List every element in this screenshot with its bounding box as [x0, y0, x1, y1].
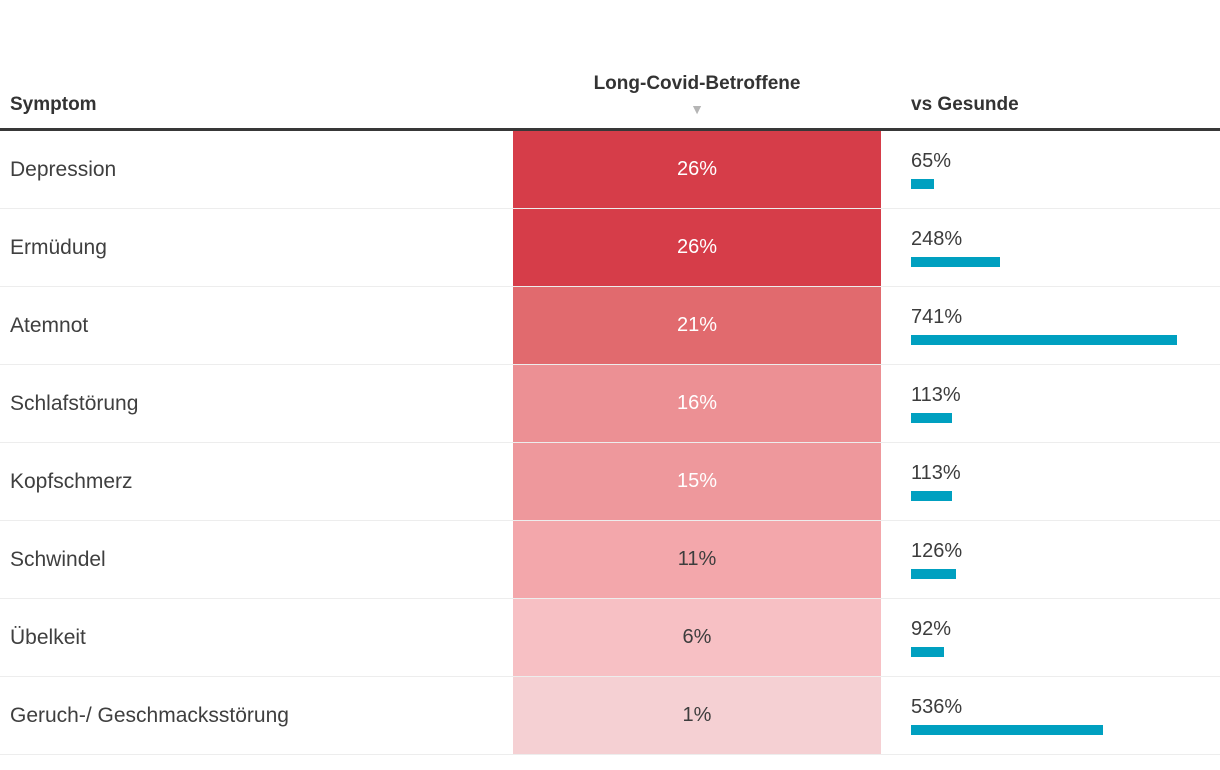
betroffene-heatmap-cell: 1%	[513, 677, 881, 754]
vs-gesunde-value: 113%	[911, 462, 961, 484]
table-header-row: Symptom Long-Covid-Betroffene ▼ vs Gesun…	[0, 0, 1220, 131]
betroffene-heatmap-cell: 6%	[513, 599, 881, 676]
vs-gesunde-cell: 113%	[881, 443, 1220, 520]
column-header-vs-gesunde[interactable]: vs Gesunde	[911, 94, 1019, 115]
column-header-symptom[interactable]: Symptom	[10, 94, 97, 115]
symptom-label: Schwindel	[10, 547, 106, 571]
symptom-label: Übelkeit	[10, 625, 86, 649]
vs-gesunde-bar	[911, 335, 1177, 345]
vs-gesunde-cell: 92%	[881, 599, 1220, 676]
sort-desc-icon: ▼	[690, 101, 704, 117]
betroffene-value: 21%	[676, 314, 718, 336]
table-row: Übelkeit 6% 92%	[0, 599, 1220, 677]
betroffene-value: 15%	[676, 470, 718, 492]
vs-gesunde-cell: 65%	[881, 131, 1220, 208]
vs-gesunde-value: 741%	[911, 306, 963, 328]
betroffene-value: 16%	[676, 392, 718, 414]
vs-gesunde-value: 536%	[911, 696, 963, 718]
vs-gesunde-value: 113%	[911, 384, 961, 406]
vs-gesunde-cell: 113%	[881, 365, 1220, 442]
table-row: Depression 26% 65%	[0, 131, 1220, 209]
symptom-label: Geruch-/ Geschmacksstörung	[10, 703, 289, 727]
column-header-betroffene-label: Long-Covid-Betroffene	[593, 73, 801, 94]
table-body: Depression 26% 65% Ermüdung 26% 248% Ate…	[0, 131, 1220, 755]
vs-gesunde-cell: 126%	[881, 521, 1220, 598]
vs-gesunde-bar	[911, 725, 1103, 735]
column-header-betroffene[interactable]: Long-Covid-Betroffene ▼	[513, 73, 881, 116]
vs-gesunde-cell: 741%	[881, 287, 1220, 364]
symptom-label: Schlafstörung	[10, 391, 139, 415]
vs-gesunde-value: 126%	[911, 540, 963, 562]
table-row: Kopfschmerz 15% 113%	[0, 443, 1220, 521]
vs-gesunde-bar	[911, 647, 944, 657]
betroffene-value: 1%	[682, 704, 712, 726]
vs-gesunde-cell: 248%	[881, 209, 1220, 286]
betroffene-value: 26%	[676, 158, 718, 180]
vs-gesunde-cell: 536%	[881, 677, 1220, 754]
vs-gesunde-value: 65%	[911, 150, 952, 172]
table-row: Geruch-/ Geschmacksstörung 1% 536%	[0, 677, 1220, 755]
symptom-label: Depression	[10, 157, 117, 181]
table-row: Schlafstörung 16% 113%	[0, 365, 1220, 443]
betroffene-value: 6%	[682, 626, 712, 648]
vs-gesunde-bar	[911, 257, 1000, 267]
betroffene-heatmap-cell: 16%	[513, 365, 881, 442]
betroffene-value: 26%	[676, 236, 718, 258]
vs-gesunde-bar	[911, 413, 952, 423]
table-row: Atemnot 21% 741%	[0, 287, 1220, 365]
table-row: Ermüdung 26% 248%	[0, 209, 1220, 287]
symptom-label: Atemnot	[10, 313, 89, 337]
betroffene-heatmap-cell: 26%	[513, 131, 881, 208]
vs-gesunde-bar	[911, 569, 956, 579]
vs-gesunde-bar	[911, 179, 934, 189]
table-row: Schwindel 11% 126%	[0, 521, 1220, 599]
vs-gesunde-value: 92%	[911, 618, 952, 640]
betroffene-value: 11%	[677, 548, 717, 570]
vs-gesunde-value: 248%	[911, 228, 963, 250]
betroffene-heatmap-cell: 21%	[513, 287, 881, 364]
symptom-label: Ermüdung	[10, 235, 107, 259]
betroffene-heatmap-cell: 11%	[513, 521, 881, 598]
betroffene-heatmap-cell: 26%	[513, 209, 881, 286]
vs-gesunde-bar	[911, 491, 952, 501]
betroffene-heatmap-cell: 15%	[513, 443, 881, 520]
symptom-label: Kopfschmerz	[10, 469, 133, 493]
